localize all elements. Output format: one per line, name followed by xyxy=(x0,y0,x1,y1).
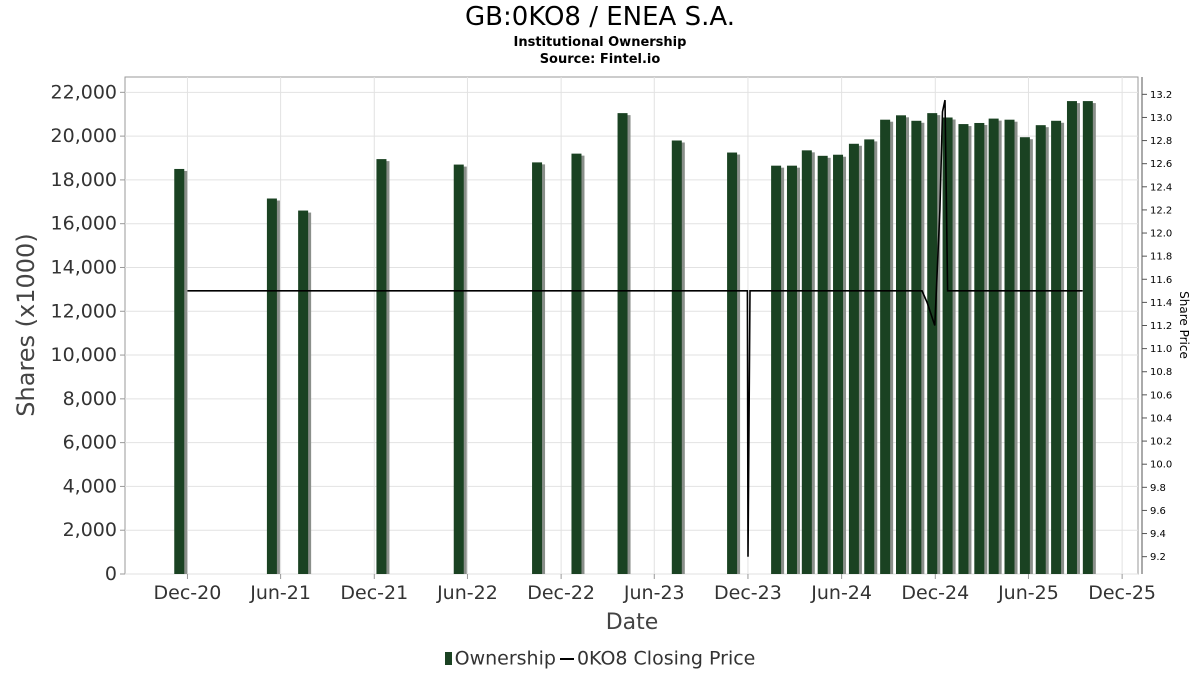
ownership-bar xyxy=(786,165,797,574)
y-tick-label: 12,000 xyxy=(51,300,117,322)
ownership-bar xyxy=(801,150,812,574)
ownership-bar xyxy=(1019,137,1030,575)
x-tick-label: Dec-21 xyxy=(340,582,408,604)
y-axis-left: 0 2,000 4,000 6,000 8,000 10,000 12,000 14,000 1… xyxy=(51,81,125,585)
ownership-bar xyxy=(896,115,907,575)
y-tick-label: 20,000 xyxy=(51,125,117,147)
ownership-bar xyxy=(298,210,309,575)
y-tick-label: 8,000 xyxy=(63,388,117,410)
y2-tick-label: 13.2 xyxy=(1150,90,1172,101)
x-tick-label: Dec-25 xyxy=(1088,582,1156,604)
y2-tick-label: 10.6 xyxy=(1150,390,1172,401)
y-tick-label: 6,000 xyxy=(63,432,117,454)
y2-tick-label: 13.0 xyxy=(1150,113,1172,124)
y2-tick-label: 11.0 xyxy=(1150,344,1172,355)
y2-tick-label: 10.8 xyxy=(1150,367,1172,378)
ownership-bar xyxy=(266,198,277,574)
ownership-bar xyxy=(671,140,682,574)
y2-axis-label: Share Price xyxy=(1177,291,1191,359)
y-tick-label: 18,000 xyxy=(51,169,117,191)
y2-tick-label: 11.4 xyxy=(1150,298,1172,309)
legend-price-label: 0KO8 Closing Price xyxy=(576,647,756,670)
ownership-bar xyxy=(727,152,738,574)
y-tick-label: 0 xyxy=(105,563,117,585)
ownership-bar xyxy=(942,117,953,575)
y2-tick-label: 12.2 xyxy=(1150,205,1172,216)
ownership-bar xyxy=(911,120,922,574)
ownership-bar xyxy=(1035,125,1046,574)
ownership-bar xyxy=(1051,120,1062,574)
ownership-bar xyxy=(817,155,828,574)
y2-tick-label: 12.4 xyxy=(1150,182,1172,193)
x-axis: Dec-20 Jun-21 Dec-21 Jun-22 Dec-22 Jun-23 Dec-… xyxy=(154,574,1156,604)
x-tick-label: Dec-22 xyxy=(527,582,595,604)
x-tick-label: Dec-23 xyxy=(714,582,782,604)
ownership-bar xyxy=(974,122,985,575)
x-tick-label: Dec-24 xyxy=(901,582,969,604)
y2-tick-label: 12.8 xyxy=(1150,136,1172,147)
ownership-bar xyxy=(1082,101,1093,574)
y2-tick-label: 12.6 xyxy=(1150,159,1172,170)
ownership-bars xyxy=(174,101,1096,575)
y2-tick-label: 9.8 xyxy=(1150,483,1166,494)
y2-tick-label: 10.2 xyxy=(1150,437,1172,448)
legend-ownership-swatch xyxy=(444,652,452,665)
ownership-bar xyxy=(174,168,185,575)
y-tick-label: 2,000 xyxy=(63,519,117,541)
price-line xyxy=(187,99,1083,557)
x-tick-label: Jun-25 xyxy=(997,582,1059,604)
y-tick-label: 10,000 xyxy=(51,344,117,366)
x-axis-label: Date xyxy=(606,610,659,635)
chart-title: GB:0KO8 / ENEA S.A. xyxy=(465,2,735,32)
ownership-bar xyxy=(571,153,582,575)
x-tick-label: Jun-24 xyxy=(810,582,872,604)
y-tick-label: 4,000 xyxy=(63,475,117,497)
y2-tick-label: 10.0 xyxy=(1150,460,1172,471)
y2-tick-label: 11.2 xyxy=(1150,321,1172,332)
ownership-bar xyxy=(376,159,387,575)
x-tick-label: Jun-23 xyxy=(623,582,685,604)
x-tick-label: Dec-20 xyxy=(154,582,222,604)
ownership-bar xyxy=(453,164,464,574)
y-tick-label: 16,000 xyxy=(51,213,117,235)
y2-tick-label: 11.6 xyxy=(1150,275,1172,286)
ownership-bar xyxy=(880,119,891,574)
y-axis-right: 9.2 9.4 9.6 9.8 10.0 10.2 10.4 10.6 10.8 11.0 11.2… xyxy=(1141,77,1172,574)
chart-subtitle-ownership: Institutional Ownership xyxy=(513,35,687,50)
y2-tick-label: 9.2 xyxy=(1150,552,1166,563)
ownership-bar xyxy=(864,139,875,574)
ownership-bar xyxy=(771,165,782,574)
chart-legend: Ownership 0KO8 Closing Price xyxy=(0,647,1200,670)
ownership-bar xyxy=(958,124,969,574)
y2-tick-label: 12.0 xyxy=(1150,229,1172,240)
chart-subtitle-source: Source: Fintel.io xyxy=(539,52,661,67)
ownership-bar xyxy=(1004,119,1015,574)
y2-tick-label: 9.6 xyxy=(1150,506,1166,517)
x-tick-label: Jun-22 xyxy=(436,582,498,604)
x-tick-label: Jun-21 xyxy=(249,582,311,604)
ownership-bar xyxy=(617,113,628,574)
ownership-bar xyxy=(988,118,999,574)
ownership-bar xyxy=(1066,101,1077,574)
y-tick-label: 14,000 xyxy=(51,256,117,278)
ownership-bar xyxy=(927,113,938,574)
y-axis-label: Shares (x1000) xyxy=(12,233,40,416)
y2-tick-label: 9.4 xyxy=(1150,529,1166,540)
legend-price-swatch xyxy=(559,657,574,660)
y2-tick-label: 11.8 xyxy=(1150,252,1172,263)
legend-ownership-label: Ownership xyxy=(454,647,556,670)
ownership-bar xyxy=(848,143,859,574)
y-tick-label: 22,000 xyxy=(51,81,117,103)
y2-tick-label: 10.4 xyxy=(1150,413,1172,424)
ownership-bar xyxy=(833,154,844,574)
ownership-bar xyxy=(532,162,543,574)
